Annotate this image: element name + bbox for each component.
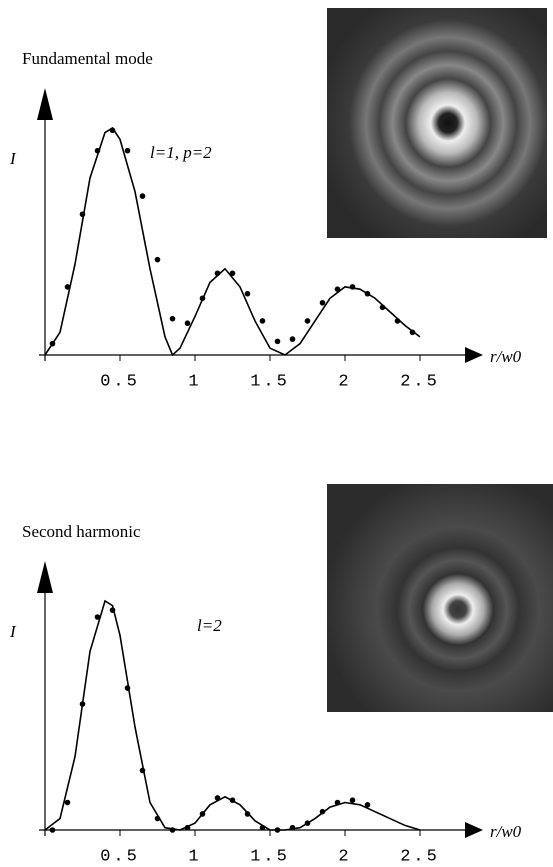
data-point (244, 811, 251, 817)
data-point (349, 797, 356, 804)
data-point (289, 824, 296, 831)
x-arrow (465, 347, 483, 363)
data-point (334, 799, 341, 806)
x-tick-label: 2.5 (400, 847, 440, 866)
data-point (49, 340, 56, 347)
y-axis-label: I (9, 149, 17, 168)
chart-title: Fundamental mode (22, 49, 153, 68)
x-tick-label: 2 (338, 847, 351, 866)
data-point (319, 299, 326, 306)
data-point (94, 147, 101, 154)
data-point (109, 127, 116, 134)
theory-curve (44, 599, 421, 831)
data-point (319, 808, 326, 815)
data-point (229, 797, 236, 804)
data-point (259, 318, 266, 324)
y-arrow (37, 561, 53, 593)
data-point (109, 607, 116, 613)
data-point (124, 147, 131, 154)
data-point (334, 286, 341, 292)
data-point (409, 329, 416, 336)
data-point (154, 256, 161, 263)
data-point (124, 685, 131, 691)
data-point (139, 193, 146, 199)
mode-image (327, 8, 547, 238)
data-point (184, 320, 191, 327)
x-tick-label: 0.5 (100, 847, 140, 866)
data-point (349, 284, 356, 290)
data-point (199, 811, 206, 817)
data-point (364, 290, 371, 297)
data-point (244, 290, 251, 297)
x-tick-label: 1.5 (250, 847, 290, 866)
x-tick-label: 2.5 (400, 372, 440, 391)
data-point (139, 767, 146, 774)
data-point (199, 295, 206, 302)
x-tick-label: 0.5 (100, 372, 140, 391)
data-point (169, 315, 176, 322)
data-point (379, 304, 386, 311)
data-point (64, 799, 71, 806)
mode-image (327, 484, 553, 712)
x-arrow (465, 822, 483, 838)
y-axis-label: I (9, 622, 17, 641)
x-tick-label: 1 (188, 372, 201, 391)
x-tick-label: 1 (188, 847, 201, 866)
data-point (274, 338, 281, 345)
annotation: l=2 (197, 616, 222, 635)
data-point (364, 802, 371, 808)
data-point (274, 827, 281, 833)
data-point (64, 284, 71, 290)
annotation: l=1, p=2 (150, 143, 212, 162)
data-point (94, 614, 101, 620)
data-point (259, 824, 266, 831)
y-arrow (37, 88, 53, 120)
data-point (79, 701, 86, 707)
data-point (394, 318, 401, 324)
data-point (79, 211, 86, 218)
data-point (304, 318, 311, 324)
data-point (169, 827, 176, 833)
data-point (184, 824, 191, 831)
data-point (289, 336, 296, 342)
chart-title: Second harmonic (22, 522, 141, 541)
data-point (214, 270, 221, 277)
data-point (154, 815, 161, 822)
x-axis-label: r/w0 (490, 347, 522, 366)
data-point (49, 827, 56, 833)
data-point (214, 795, 221, 801)
data-point (229, 270, 236, 277)
data-point (304, 820, 311, 826)
x-tick-label: 1.5 (250, 372, 290, 391)
x-axis-label: r/w0 (490, 822, 522, 841)
x-tick-label: 2 (338, 372, 351, 391)
